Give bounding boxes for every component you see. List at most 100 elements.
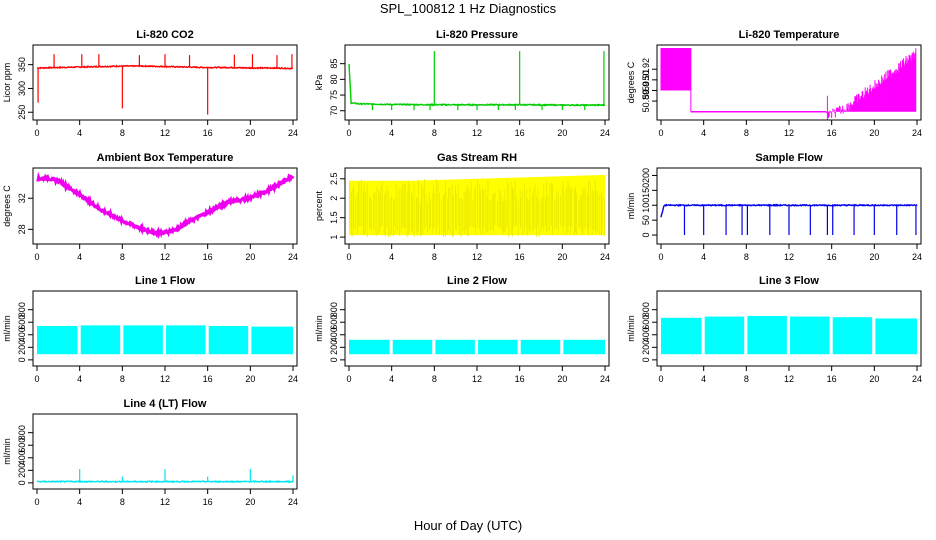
- plot-area: [660, 48, 917, 120]
- y-tick-label: 0: [17, 480, 27, 485]
- x-tick-label: 16: [203, 497, 213, 507]
- y-tick-label: 100: [641, 198, 651, 213]
- flow-band-5: [520, 339, 561, 355]
- y-tick-label: 80: [329, 74, 339, 84]
- x-tick-label: 20: [245, 128, 255, 138]
- y-tick-label: 1: [329, 235, 339, 240]
- x-tick-label: 16: [827, 128, 837, 138]
- x-tick-label: 12: [160, 252, 170, 262]
- y-axis-title: degrees C: [2, 185, 12, 227]
- series-line: [36, 171, 295, 240]
- x-tick-label: 24: [600, 374, 610, 384]
- chart-panel-2: Li-820 Pressure kPa 0 4 8 12 16 20 24 70 75 80 85: [314, 29, 610, 138]
- y-tick-label: 50.89: [641, 90, 651, 113]
- x-tick-label: 20: [245, 374, 255, 384]
- y-tick-label: 350: [17, 57, 27, 72]
- x-tick-label: 8: [744, 252, 749, 262]
- plot-area: [37, 325, 293, 355]
- y-axis-title: ml/min: [314, 315, 324, 342]
- chart-title: Gas Stream RH: [437, 152, 517, 164]
- x-tick-label: 8: [744, 374, 749, 384]
- y-axis-title: Licor ppm: [2, 63, 12, 103]
- flow-band-4: [790, 316, 830, 355]
- y-tick-label: 1.5: [329, 211, 339, 224]
- x-tick-label: 12: [472, 128, 482, 138]
- x-tick-label: 0: [34, 497, 39, 507]
- x-tick-label: 24: [600, 128, 610, 138]
- x-tick-label: 4: [77, 374, 82, 384]
- x-tick-label: 0: [346, 374, 351, 384]
- flow-band-5: [208, 325, 249, 355]
- y-tick-label: 300: [17, 81, 27, 96]
- x-tick-label: 8: [432, 374, 437, 384]
- y-tick-label: 200: [641, 340, 651, 355]
- flow-band-6: [251, 326, 293, 355]
- flow-band-6: [875, 318, 917, 355]
- y-axis-title: ml/min: [2, 438, 12, 465]
- x-tick-label: 0: [658, 252, 663, 262]
- y-tick-label: 600: [329, 315, 339, 330]
- x-tick-label: 12: [160, 374, 170, 384]
- chart-panel-3: Li-820 Temperature degrees C 0 4 8 12 16 20 24 50…: [626, 29, 922, 138]
- x-tick-label: 24: [288, 128, 298, 138]
- x-tick-label: 12: [160, 128, 170, 138]
- chart-panel-9: Line 3 Flow ml/min 0 4 8 12 16 20 24 0 20040060080…: [626, 275, 922, 384]
- x-tick-label: 4: [701, 128, 706, 138]
- x-tick-label: 8: [120, 128, 125, 138]
- x-tick-label: 4: [389, 252, 394, 262]
- x-tick-label: 4: [701, 252, 706, 262]
- x-tick-label: 0: [34, 374, 39, 384]
- chart-panel-4: Ambient Box Temperature degrees C 0 4 8 12 16 2…: [2, 152, 298, 262]
- x-tick-label: 16: [827, 374, 837, 384]
- x-tick-label: 8: [432, 128, 437, 138]
- y-axis-title: kPa: [314, 75, 324, 91]
- plot-area: [349, 339, 605, 355]
- y-tick-label: 200: [17, 340, 27, 355]
- plot-area: [349, 174, 605, 238]
- flow-band-6: [563, 339, 605, 355]
- y-tick-label: 600: [641, 315, 651, 330]
- x-tick-label: 0: [34, 252, 39, 262]
- flow-band-1: [37, 325, 78, 355]
- y-tick-label: 32: [17, 193, 27, 203]
- plot-area: [36, 171, 295, 240]
- y-tick-label: 600: [17, 438, 27, 453]
- x-tick-label: 12: [784, 252, 794, 262]
- x-tick-label: 8: [744, 128, 749, 138]
- chart-title: Li-820 CO2: [136, 29, 193, 41]
- flow-band-4: [478, 339, 518, 355]
- chart-title: Line 3 Flow: [759, 275, 819, 287]
- x-axis-label: Hour of Day (UTC): [413, 518, 523, 533]
- y-tick-label: 400: [641, 327, 651, 342]
- series-line: [36, 479, 294, 484]
- y-tick-label: 0: [641, 357, 651, 362]
- y-tick-label: 70: [329, 106, 339, 116]
- chart-title: Li-820 Pressure: [436, 29, 518, 41]
- x-tick-label: 20: [557, 374, 567, 384]
- y-tick-label: 0: [641, 233, 651, 238]
- x-tick-label: 0: [346, 128, 351, 138]
- y-tick-label: 0: [17, 357, 27, 362]
- y-axis-title: ml/min: [626, 193, 636, 220]
- flow-band-1: [661, 317, 702, 355]
- x-tick-label: 4: [701, 374, 706, 384]
- x-tick-label: 16: [827, 252, 837, 262]
- y-tick-label: 50: [641, 215, 651, 225]
- y-tick-label: 250: [17, 105, 27, 120]
- y-axis-title: degrees C: [626, 61, 636, 103]
- chart-panel-1: Li-820 CO2 Licor ppm 0 4 8 12 16 20 24 250 300 350: [2, 29, 298, 138]
- plot-area: [36, 469, 294, 484]
- chart-panel-10: Line 4 (LT) Flow ml/min 0 4 8 12 16 20 24 0 200400…: [2, 398, 298, 507]
- y-tick-label: 200: [17, 463, 27, 478]
- plot-area: [348, 51, 606, 111]
- page-title: SPL_100812 1 Hz Diagnostics: [379, 1, 557, 16]
- x-tick-label: 16: [515, 128, 525, 138]
- flow-band-5: [832, 317, 873, 355]
- x-tick-label: 20: [245, 252, 255, 262]
- y-tick-label: 28: [17, 224, 27, 234]
- x-tick-label: 24: [600, 252, 610, 262]
- x-tick-label: 12: [472, 374, 482, 384]
- x-tick-label: 0: [658, 374, 663, 384]
